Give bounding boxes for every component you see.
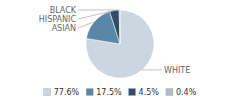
leader-line [142, 69, 162, 70]
pie [86, 10, 154, 78]
chart: WHITE ASIANHISPANICBLACK 77.6% 17.5% 4.5% 0.4… [0, 0, 240, 100]
legend-swatch [44, 89, 51, 96]
annotations: WHITE ASIANHISPANICBLACK [39, 6, 190, 75]
slice-label: ASIAN [52, 24, 76, 33]
pie-slice [86, 10, 154, 78]
legend-entry: 17.5% [86, 88, 122, 97]
legend-label: 17.5% [96, 88, 122, 97]
leader-line [78, 10, 114, 19]
leader-line [78, 10, 120, 11]
legend-label: 77.6% [54, 88, 80, 97]
legend-entry: 4.5% [129, 88, 160, 97]
legend-swatch [129, 89, 136, 96]
pie-slice [110, 10, 120, 44]
pie-slice [119, 10, 121, 44]
legend-label: 4.5% [139, 88, 160, 97]
slice-label: HISPANIC [39, 15, 77, 24]
legend-label: 0.4% [176, 88, 197, 97]
slice-label: WHITE [164, 66, 190, 75]
legend-entry: 77.6% [44, 88, 80, 97]
legend-swatch [86, 89, 93, 96]
slice-label: BLACK [50, 6, 77, 15]
legend-swatch [166, 89, 173, 96]
leader-line [78, 22, 94, 28]
legend-entry: 0.4% [166, 88, 197, 97]
legend: 77.6% 17.5% 4.5% 0.4% [44, 88, 197, 97]
